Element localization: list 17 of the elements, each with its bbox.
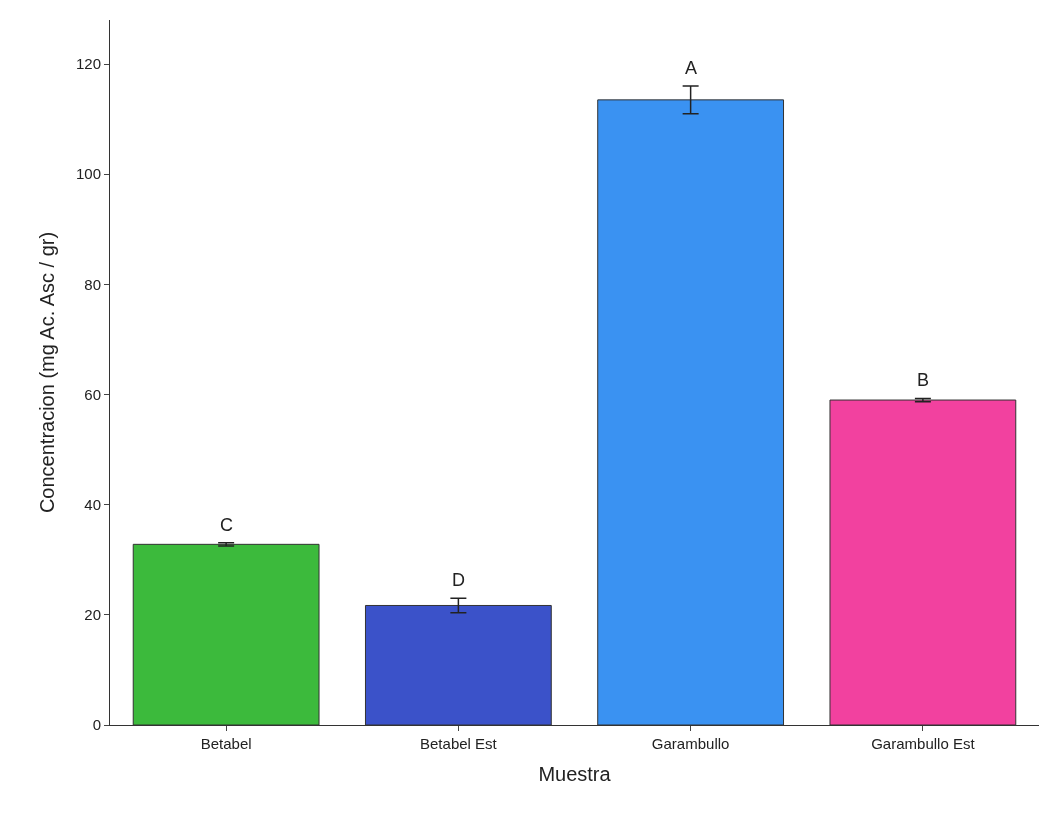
y-tick-label: 40 (84, 495, 101, 513)
y-tick-label: 0 (92, 716, 101, 734)
y-tick-label: 80 (84, 275, 101, 293)
x-tick-label: Garambullo (651, 735, 730, 752)
annotation: B (917, 370, 930, 390)
y-tick-label: 120 (75, 55, 101, 73)
y-axis-title: Concentracion (mg Ac. Asc / gr) (36, 231, 59, 514)
y-tick-label: 100 (75, 165, 101, 183)
x-tick-label: Garambullo Est (871, 735, 976, 752)
y-tick-label: 20 (84, 606, 101, 624)
annotation: C (220, 515, 233, 535)
x-tick-label: Betabel (200, 735, 252, 752)
x-axis-title: Muestra (538, 762, 612, 785)
annotation: A (685, 58, 698, 78)
y-tick-label: 60 (84, 385, 101, 403)
x-tick-label: Betabel Est (420, 735, 498, 752)
annotation: D (452, 570, 465, 590)
